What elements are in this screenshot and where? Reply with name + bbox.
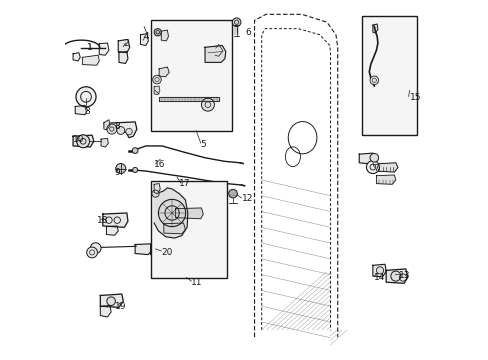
Polygon shape [161, 30, 168, 41]
Circle shape [390, 271, 400, 281]
Bar [362, 16, 416, 135]
Text: 12: 12 [241, 194, 252, 203]
Circle shape [232, 18, 241, 27]
Polygon shape [73, 53, 80, 61]
Text: 4: 4 [143, 32, 149, 41]
Polygon shape [104, 122, 137, 138]
Text: 9: 9 [115, 168, 120, 177]
Circle shape [152, 190, 159, 197]
Polygon shape [175, 208, 203, 219]
Text: 17: 17 [179, 179, 190, 188]
Polygon shape [376, 163, 397, 172]
Circle shape [376, 267, 383, 274]
Text: 3: 3 [83, 107, 89, 116]
Circle shape [125, 129, 132, 135]
Circle shape [76, 87, 96, 107]
Circle shape [86, 247, 97, 258]
Polygon shape [204, 45, 225, 62]
Circle shape [369, 153, 378, 162]
Polygon shape [119, 51, 128, 63]
Circle shape [201, 98, 214, 111]
Polygon shape [100, 294, 123, 307]
Polygon shape [154, 184, 160, 194]
Polygon shape [75, 105, 87, 115]
Text: 7: 7 [373, 164, 379, 173]
Text: 10: 10 [73, 135, 84, 144]
Text: 8: 8 [115, 122, 120, 131]
Polygon shape [102, 213, 128, 227]
Text: 5: 5 [201, 140, 206, 149]
Polygon shape [73, 135, 94, 147]
Text: 20: 20 [161, 248, 172, 257]
Text: 11: 11 [191, 278, 203, 287]
Polygon shape [100, 306, 111, 317]
Polygon shape [154, 188, 187, 238]
Polygon shape [163, 223, 185, 234]
Text: 18: 18 [97, 216, 108, 225]
Text: 1: 1 [87, 43, 93, 52]
Text: 15: 15 [408, 93, 420, 102]
Polygon shape [99, 43, 109, 55]
Polygon shape [140, 34, 148, 45]
Polygon shape [150, 244, 159, 256]
Circle shape [117, 127, 124, 134]
Circle shape [90, 243, 101, 253]
Circle shape [152, 75, 161, 84]
Circle shape [228, 189, 237, 198]
Circle shape [366, 161, 379, 174]
Polygon shape [376, 175, 395, 184]
Circle shape [158, 199, 185, 226]
Bar [150, 20, 232, 131]
Circle shape [77, 135, 89, 148]
Polygon shape [106, 226, 118, 235]
Polygon shape [101, 138, 108, 147]
Bar [150, 181, 226, 278]
Polygon shape [135, 244, 152, 255]
Polygon shape [104, 120, 110, 130]
Circle shape [132, 148, 138, 153]
Circle shape [132, 167, 137, 172]
Circle shape [369, 76, 378, 85]
Polygon shape [154, 86, 160, 95]
Text: 16: 16 [154, 161, 165, 170]
Polygon shape [372, 264, 386, 277]
Polygon shape [386, 269, 407, 283]
Circle shape [116, 163, 125, 174]
Text: 13: 13 [399, 270, 410, 279]
Circle shape [106, 124, 117, 134]
Polygon shape [372, 24, 377, 33]
Polygon shape [118, 40, 129, 53]
Polygon shape [159, 97, 219, 101]
Text: 2: 2 [123, 39, 129, 48]
Polygon shape [82, 55, 99, 65]
Text: 6: 6 [244, 28, 250, 37]
Circle shape [154, 29, 161, 36]
Text: 14: 14 [373, 273, 385, 282]
Circle shape [106, 297, 115, 306]
Polygon shape [359, 153, 373, 164]
Text: 19: 19 [115, 302, 126, 311]
Polygon shape [159, 67, 169, 77]
